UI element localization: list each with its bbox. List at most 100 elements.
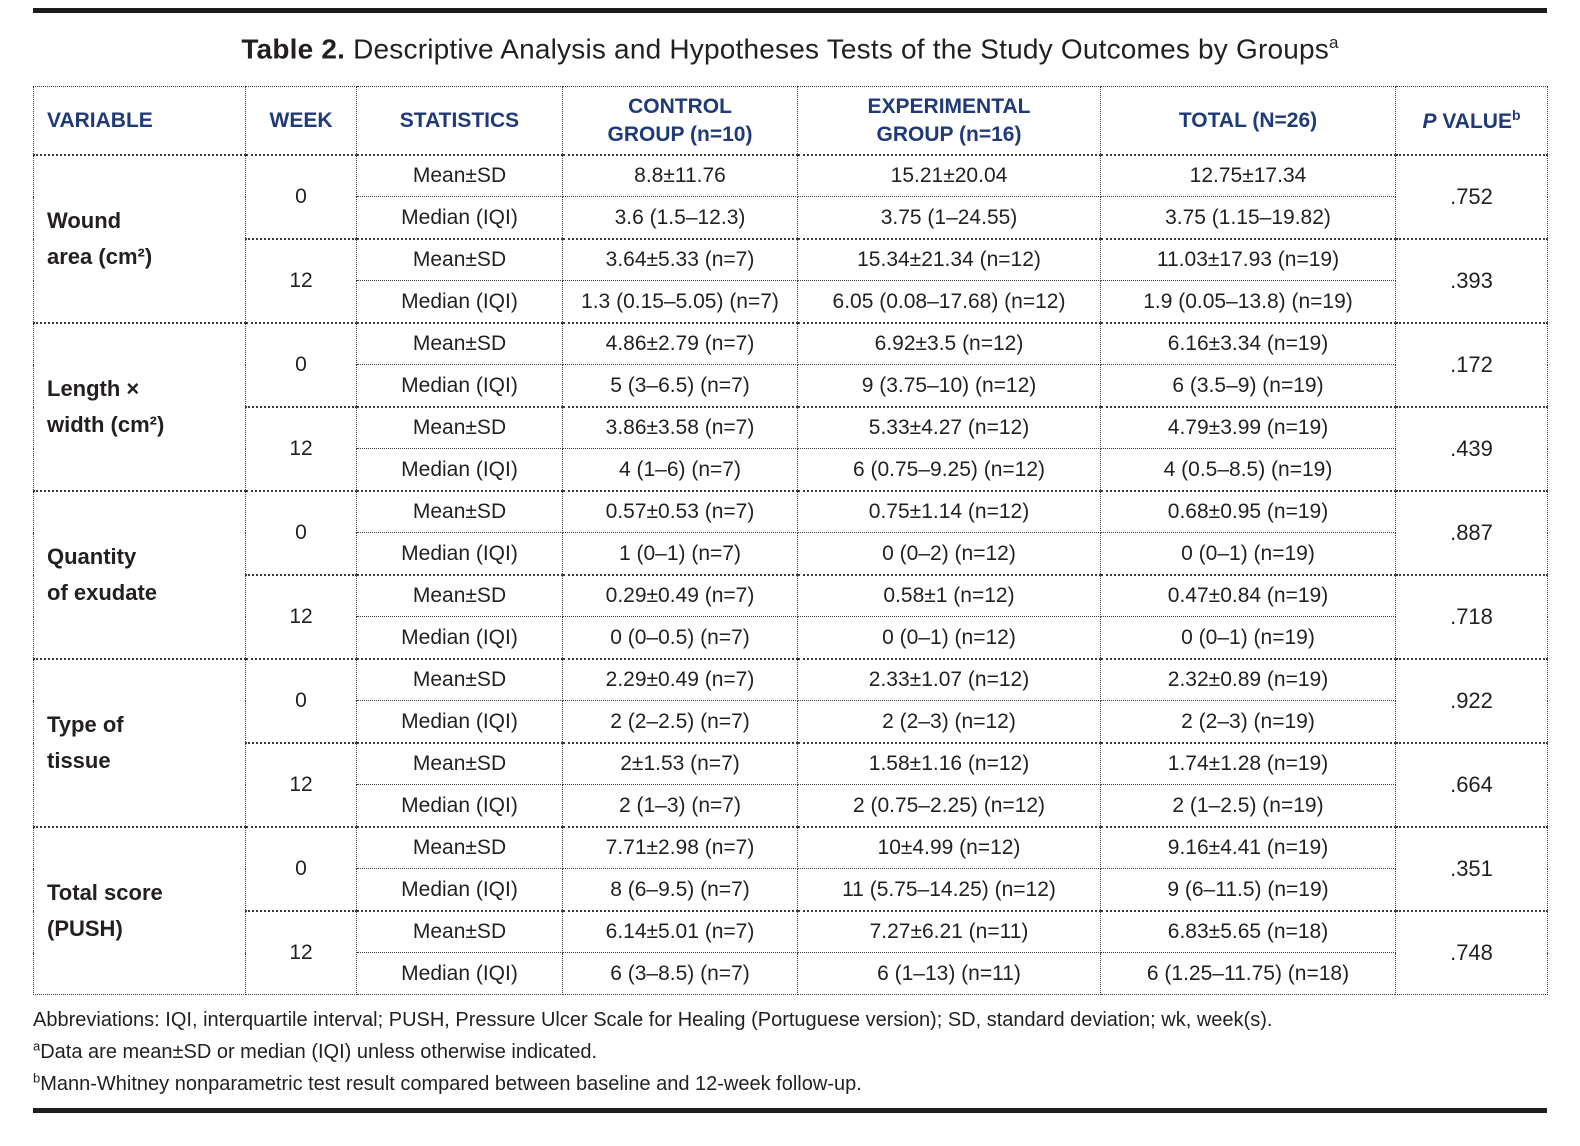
p-value: .887 <box>1395 489 1548 576</box>
control-value: 2 (2–2.5) (n=7) <box>562 700 798 744</box>
experimental-value: 7.27±6.21 (n=11) <box>797 909 1101 954</box>
experimental-value: 6.05 (0.08–17.68) (n=12) <box>797 280 1101 324</box>
statistic-label: Median (IQI) <box>356 532 563 576</box>
outcomes-table: VARIABLE WEEK STATISTICS CONTROL GROUP (… <box>33 86 1548 996</box>
experimental-value: 0 (0–2) (n=12) <box>797 532 1101 576</box>
control-value: 4.86±2.79 (n=7) <box>562 321 798 366</box>
p-value: .664 <box>1395 741 1548 828</box>
p-value: .439 <box>1395 405 1548 492</box>
statistic-label: Median (IQI) <box>356 700 563 744</box>
column-header-variable: VARIABLE <box>33 86 246 156</box>
statistic-label: Mean±SD <box>356 909 563 954</box>
footnote-b-superscript: b <box>33 1070 41 1086</box>
control-value: 3.86±3.58 (n=7) <box>562 405 798 450</box>
total-value: 2.32±0.89 (n=19) <box>1100 657 1396 702</box>
experimental-value: 0.58±1 (n=12) <box>797 573 1101 618</box>
control-value: 2.29±0.49 (n=7) <box>562 657 798 702</box>
control-value: 1.3 (0.15–5.05) (n=7) <box>562 280 798 324</box>
week-value: 12 <box>245 909 357 996</box>
experimental-value: 15.21±20.04 <box>797 153 1101 198</box>
statistic-label: Mean±SD <box>356 741 563 786</box>
p-value: .748 <box>1395 909 1548 996</box>
control-value: 8 (6–9.5) (n=7) <box>562 868 798 912</box>
variable-name: Length × width (cm²) <box>33 321 246 492</box>
table-row: Quantity of exudate 0 Mean±SD 0.57±0.53 … <box>33 489 1548 660</box>
experimental-value: 0.75±1.14 (n=12) <box>797 489 1101 534</box>
statistic-label: Median (IQI) <box>356 364 563 408</box>
table-row: 12 Mean±SD 3.86±3.58 (n=7) 5.33±4.27 (n=… <box>34 405 1548 492</box>
statistic-label: Mean±SD <box>356 153 563 198</box>
total-value: 1.9 (0.05–13.8) (n=19) <box>1100 280 1396 324</box>
experimental-value: 10±4.99 (n=12) <box>797 825 1101 870</box>
total-value: 9.16±4.41 (n=19) <box>1100 825 1396 870</box>
experimental-value: 9 (3.75–10) (n=12) <box>797 364 1101 408</box>
total-value: 2 (2–3) (n=19) <box>1100 700 1396 744</box>
total-value: 0 (0–1) (n=19) <box>1100 532 1396 576</box>
total-value: 6 (1.25–11.75) (n=18) <box>1100 952 1396 996</box>
control-value: 6 (3–8.5) (n=7) <box>562 952 798 996</box>
statistic-label: Mean±SD <box>356 237 563 282</box>
control-value: 3.64±5.33 (n=7) <box>562 237 798 282</box>
column-header-control-group: CONTROL GROUP (n=10) <box>562 86 798 156</box>
statistic-label: Median (IQI) <box>356 952 563 996</box>
table-row: Median (IQI) 0 (0–0.5) (n=7) 0 (0–1) (n=… <box>34 616 1548 660</box>
control-value: 7.71±2.98 (n=7) <box>562 825 798 870</box>
table-row: Median (IQI) 4 (1–6) (n=7) 6 (0.75–9.25)… <box>34 448 1548 492</box>
p-value: .752 <box>1395 153 1548 240</box>
table-row: Median (IQI) 2 (1–3) (n=7) 2 (0.75–2.25)… <box>34 784 1548 828</box>
statistic-label: Mean±SD <box>356 573 563 618</box>
week-value: 12 <box>245 741 357 828</box>
experimental-value: 1.58±1.16 (n=12) <box>797 741 1101 786</box>
table-row: 12 Mean±SD 0.29±0.49 (n=7) 0.58±1 (n=12)… <box>34 573 1548 660</box>
footnote-b-text: Mann-Whitney nonparametric test result c… <box>40 1073 862 1096</box>
table-row: Median (IQI) 1.3 (0.15–5.05) (n=7) 6.05 … <box>34 280 1548 324</box>
experimental-value: 2 (0.75–2.25) (n=12) <box>797 784 1101 828</box>
column-header-p-value: P VALUEb <box>1395 86 1548 156</box>
statistic-label: Mean±SD <box>356 657 563 702</box>
week-value: 12 <box>245 405 357 492</box>
total-value: 1.74±1.28 (n=19) <box>1100 741 1396 786</box>
table-row: 12 Mean±SD 3.64±5.33 (n=7) 15.34±21.34 (… <box>34 237 1548 324</box>
p-value: .393 <box>1395 237 1548 324</box>
week-value: 12 <box>245 237 357 324</box>
variable-name: Type of tissue <box>33 657 246 828</box>
statistic-label: Median (IQI) <box>356 868 563 912</box>
control-header-line1: CONTROL <box>628 95 732 119</box>
p-value: .351 <box>1395 825 1548 912</box>
p-value: .172 <box>1395 321 1548 408</box>
total-value: 0.47±0.84 (n=19) <box>1100 573 1396 618</box>
p-value: .718 <box>1395 573 1548 660</box>
table-row: Median (IQI) 6 (3–8.5) (n=7) 6 (1–13) (n… <box>34 952 1548 996</box>
control-header-line2: GROUP (n=10) <box>607 122 753 146</box>
control-value: 0.29±0.49 (n=7) <box>562 573 798 618</box>
experimental-value: 3.75 (1–24.55) <box>797 196 1101 240</box>
column-header-statistics: STATISTICS <box>356 86 563 156</box>
column-header-experimental-group: EXPERIMENTAL GROUP (n=16) <box>797 86 1101 156</box>
week-value: 0 <box>245 153 357 240</box>
footnote-a-superscript: a <box>33 1038 41 1054</box>
statistic-label: Median (IQI) <box>356 616 563 660</box>
control-value: 0 (0–0.5) (n=7) <box>562 616 798 660</box>
statistic-label: Mean±SD <box>356 825 563 870</box>
bottom-rule <box>33 1108 1547 1114</box>
p-value-header-p: P <box>1422 109 1437 133</box>
total-value: 6 (3.5–9) (n=19) <box>1100 364 1396 408</box>
total-value: 12.75±17.34 <box>1100 153 1396 198</box>
table-title-prefix: Table 2. <box>241 33 346 65</box>
column-header-week: WEEK <box>245 86 357 156</box>
statistic-label: Median (IQI) <box>356 448 563 492</box>
table-row: Median (IQI) 5 (3–6.5) (n=7) 9 (3.75–10)… <box>34 364 1548 408</box>
statistic-label: Median (IQI) <box>356 784 563 828</box>
total-value: 6.83±5.65 (n=18) <box>1100 909 1396 954</box>
week-value: 0 <box>245 825 357 912</box>
table-row: 12 Mean±SD 6.14±5.01 (n=7) 7.27±6.21 (n=… <box>34 909 1548 996</box>
variable-name: Total score (PUSH) <box>33 825 246 996</box>
total-value: 4 (0.5–8.5) (n=19) <box>1100 448 1396 492</box>
statistic-label: Median (IQI) <box>356 280 563 324</box>
p-value: .922 <box>1395 657 1548 744</box>
table-footnotes: Abbreviations: IQI, interquartile interv… <box>33 1004 1547 1100</box>
table-row: Median (IQI) 1 (0–1) (n=7) 0 (0–2) (n=12… <box>34 532 1548 576</box>
experimental-value: 0 (0–1) (n=12) <box>797 616 1101 660</box>
total-value: 3.75 (1.15–19.82) <box>1100 196 1396 240</box>
